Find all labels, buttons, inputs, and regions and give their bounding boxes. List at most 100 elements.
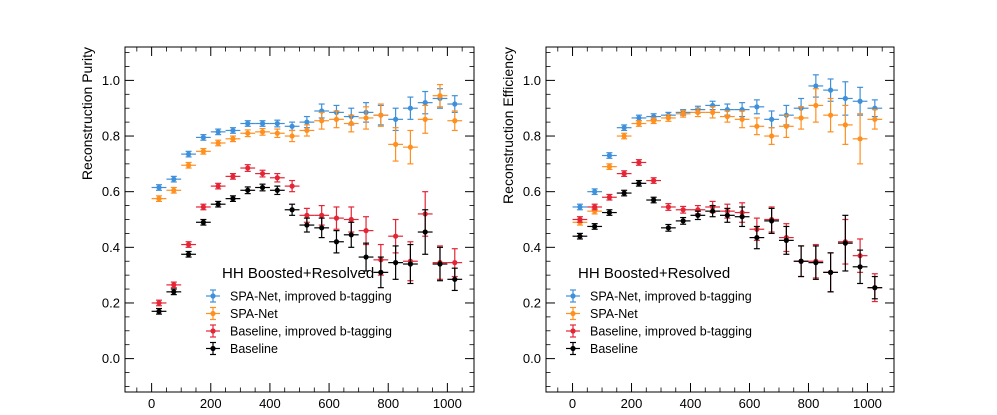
legend-marker-dot [570,328,576,334]
y-tick-label: 0.6 [523,184,541,199]
data-point [842,95,848,102]
data-point [754,104,760,110]
legend-marker-dot [210,328,216,334]
data-point [769,116,775,122]
data-point [319,212,325,218]
y-tick-label: 0.0 [523,351,541,366]
x-tick-label: 0 [569,396,576,411]
data-point [156,300,162,306]
data-point [813,260,819,266]
data-point [156,308,162,314]
data-point [245,165,251,171]
data-point [437,93,443,99]
data-point [651,197,657,203]
legend-entry: SPA-Net [566,306,638,321]
data-point [710,109,716,115]
series-0 [572,74,883,211]
chart-panel-efficiency: 020040060080010000.00.20.40.60.81.0Gen. … [500,46,895,415]
data-point [171,289,177,295]
legend-marker-dot [210,293,216,299]
data-point [857,136,863,142]
data-point [695,212,701,218]
axes-frame [124,46,475,393]
legend: HH Boosted+Resolved SPA-Net, improved b-t… [206,265,392,356]
y-tick-label: 0.2 [523,295,541,310]
data-point [304,119,310,125]
data-point [378,269,384,275]
legend-label: Baseline, improved b-tagging [230,325,392,339]
data-point [259,129,266,135]
chart-panel-purity: 020040060080010000.00.20.40.60.81.0Reco.… [79,46,475,415]
data-point [452,260,458,266]
data-point [289,183,295,189]
legend-marker-dot [570,293,576,299]
data-point [437,261,443,267]
x-tick-label: 400 [259,396,281,411]
data-point [333,215,340,221]
data-point [827,87,834,93]
data-point [606,152,613,159]
data-point [259,170,266,177]
data-point [245,120,251,127]
data-point [842,240,848,246]
data-point [230,196,236,202]
data-point [452,101,458,107]
data-point [319,118,325,124]
y-tick-label: 0.4 [523,240,541,255]
data-point [304,127,310,134]
data-point [754,234,760,241]
legend-label: SPA-Net, improved b-tagging [230,290,392,304]
data-point [200,219,206,225]
y-tick-label: 0.0 [102,351,120,366]
data-point [606,164,613,170]
data-point [171,187,177,193]
data-point [857,98,863,104]
data-point [422,229,428,235]
data-point [156,196,162,202]
x-tick-label: 200 [200,396,222,411]
data-point [636,115,642,121]
data-point [171,176,177,182]
data-point [378,112,384,118]
data-point [393,233,399,239]
data-point [636,120,642,127]
data-point [783,237,789,243]
data-point [333,239,340,245]
data-point [452,118,458,124]
data-point [710,208,716,214]
data-point [636,180,642,186]
legend-marker-dot [570,345,576,352]
data-point [304,212,310,218]
data-point [215,140,221,146]
data-point [872,285,878,291]
x-tick-label: 600 [739,396,761,411]
data-point [680,111,686,117]
x-tick-label: 800 [377,396,399,411]
data-point [783,123,789,129]
data-point [348,216,354,223]
legend-entry: Baseline, improved b-tagging [206,324,392,339]
legend-marker-dot [210,345,216,352]
data-point [215,129,221,135]
data-point [407,261,414,267]
data-point [393,116,399,122]
y-tick-label: 0.8 [102,129,120,144]
data-point [813,83,819,89]
x-tick-label: 600 [318,396,340,411]
data-point [185,162,192,168]
legend: HH Boosted+Resolved SPA-Net, improved b-t… [566,265,752,356]
data-point [577,216,583,223]
x-tick-label: 200 [621,396,643,411]
data-point [230,127,236,134]
legend-label: Baseline, improved b-tagging [590,325,752,339]
series-3 [151,183,463,315]
data-point [230,136,236,142]
legend-label: SPA-Net [590,307,638,321]
data-point [215,183,221,189]
data-point [363,115,369,121]
data-point [422,100,428,106]
data-point [333,116,340,122]
data-point [798,258,804,264]
legend-label: SPA-Net [230,307,278,321]
